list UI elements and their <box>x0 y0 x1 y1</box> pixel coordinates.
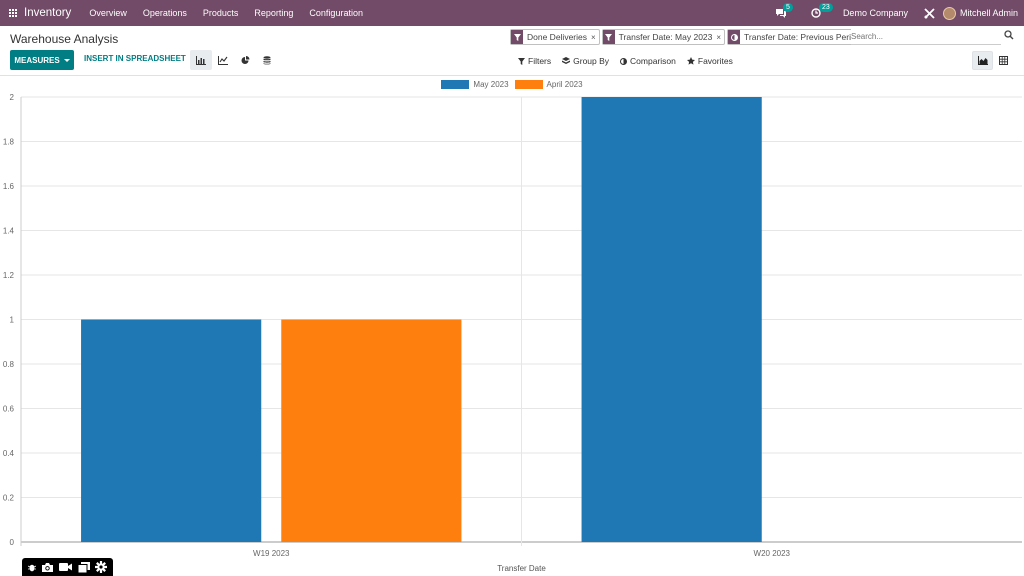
measures-button[interactable]: MEASURES <box>10 50 74 70</box>
filter-icon <box>602 30 615 44</box>
y-tick-label: 0.4 <box>3 449 15 458</box>
clock-icon <box>811 8 821 18</box>
control-panel: Warehouse Analysis Done Deliveries × Tra… <box>0 26 1024 76</box>
legend-swatch <box>514 80 543 89</box>
caret-down-icon <box>63 58 70 62</box>
bar-chart-button[interactable] <box>190 50 212 70</box>
database-icon <box>263 55 271 64</box>
filters-button[interactable]: Filters <box>518 56 551 66</box>
layers-icon <box>562 57 571 64</box>
filters-label: Filters <box>528 56 552 66</box>
x-axis-label: Transfer Date <box>497 564 546 573</box>
y-tick-label: 1.6 <box>3 182 15 191</box>
facet-label: Transfer Date: May 2023 <box>618 32 713 42</box>
debug-toolbar <box>22 558 113 576</box>
app-name[interactable]: Inventory <box>24 7 72 19</box>
chart-legend: May 2023 April 2023 <box>0 80 1024 89</box>
star-icon <box>686 57 695 65</box>
groupby-button[interactable]: Group By <box>562 56 609 66</box>
gear-icon[interactable] <box>95 561 108 573</box>
filter-icon <box>518 57 525 65</box>
legend-item-may[interactable]: May 2023 <box>441 80 509 89</box>
graph-view-button[interactable] <box>972 51 993 70</box>
legend-label: April 2023 <box>546 80 583 89</box>
pie-chart-button[interactable] <box>234 50 256 70</box>
copy-icon[interactable] <box>77 561 90 573</box>
view-switcher <box>972 51 1014 70</box>
filter-icon <box>511 30 523 44</box>
search-panel-buttons: Filters Group By Comparison Favorites <box>518 56 744 66</box>
facet-done-deliveries[interactable]: Done Deliveries × <box>510 29 600 45</box>
comparison-button[interactable]: Comparison <box>620 56 676 66</box>
company-switcher[interactable]: Demo Company <box>842 8 908 18</box>
y-tick-label: 0 <box>10 538 15 547</box>
menu-configuration[interactable]: Configuration <box>309 8 363 18</box>
x-tick-label: W19 2023 <box>253 549 290 558</box>
favorites-button[interactable]: Favorites <box>686 56 733 66</box>
y-tick-label: 1.4 <box>3 227 15 236</box>
activities-badge: 23 <box>818 3 833 12</box>
stacked-button[interactable] <box>256 50 278 70</box>
menu-reporting[interactable]: Reporting <box>254 8 294 18</box>
menu-products[interactable]: Products <box>202 8 239 18</box>
close-icon[interactable]: × <box>591 32 596 42</box>
line-chart-icon <box>218 55 228 65</box>
facet-label: Done Deliveries <box>527 32 587 42</box>
close-icon[interactable]: × <box>716 32 722 42</box>
legend-item-april[interactable]: April 2023 <box>514 80 583 89</box>
y-tick-label: 2 <box>10 93 15 102</box>
messages-badge: 5 <box>782 3 793 12</box>
avatar[interactable] <box>942 6 956 20</box>
graph-view: May 2023 April 2023 0 0.2 0.4 0.6 0.8 1 1.2 1.4… <box>0 76 1024 576</box>
bar-chart: 0 0.2 0.4 0.6 0.8 1 1.2 1.4 1.6 1.8 2 W19 2023 W20 2… <box>3 93 1022 573</box>
favorites-label: Favorites <box>697 56 733 66</box>
top-navbar: Inventory Overview Operations Products R… <box>0 0 1024 26</box>
measures-label: MEASURES <box>14 55 60 65</box>
bar <box>281 319 462 542</box>
legend-swatch <box>441 80 470 89</box>
pivot-view-button[interactable] <box>993 51 1014 70</box>
activities-button[interactable]: 23 <box>811 3 833 18</box>
line-chart-button[interactable] <box>212 50 234 70</box>
y-tick-label: 1.8 <box>3 138 15 147</box>
comparison-icon <box>620 57 628 65</box>
search-input[interactable] <box>851 29 1001 45</box>
tools-icon <box>924 7 935 19</box>
area-chart-icon <box>977 56 988 65</box>
page-title: Warehouse Analysis <box>10 32 119 46</box>
insert-spreadsheet-button[interactable]: INSERT IN SPREADSHEET <box>84 54 186 63</box>
pie-chart-icon <box>241 55 249 64</box>
facet-transfer-date[interactable]: Transfer Date: May 2023 × <box>601 29 726 45</box>
groupby-label: Group By <box>573 56 610 66</box>
comparison-icon <box>728 30 741 44</box>
chart-type-switcher <box>190 50 278 70</box>
y-tick-label: 0.2 <box>3 494 15 503</box>
x-tick-label: W20 2023 <box>754 549 791 558</box>
camera-icon[interactable] <box>41 562 54 573</box>
facet-label: Transfer Date: Previous Period <box>744 32 861 42</box>
search-facets: Done Deliveries × Transfer Date: May 202… <box>510 29 875 45</box>
y-tick-label: 0.8 <box>3 360 15 369</box>
user-menu[interactable]: Mitchell Admin <box>959 8 1018 18</box>
y-tick-label: 1 <box>10 316 15 325</box>
menu-operations[interactable]: Operations <box>142 8 187 18</box>
comparison-label: Comparison <box>630 56 676 66</box>
bar <box>581 97 762 542</box>
y-tick-label: 0.6 <box>3 405 15 414</box>
menu-overview[interactable]: Overview <box>89 8 127 18</box>
bar-chart-icon <box>196 55 206 65</box>
apps-menu-icon[interactable] <box>0 0 26 26</box>
bar <box>81 319 262 542</box>
y-tick-label: 1.2 <box>3 271 15 280</box>
legend-label: May 2023 <box>473 80 509 89</box>
search-icon[interactable] <box>1004 30 1014 40</box>
video-icon[interactable] <box>59 562 73 572</box>
messages-button[interactable]: 5 <box>775 3 793 18</box>
table-icon <box>999 56 1008 65</box>
settings-tools-button[interactable] <box>924 7 935 19</box>
bug-icon[interactable] <box>27 563 36 572</box>
chat-icon <box>775 9 786 18</box>
